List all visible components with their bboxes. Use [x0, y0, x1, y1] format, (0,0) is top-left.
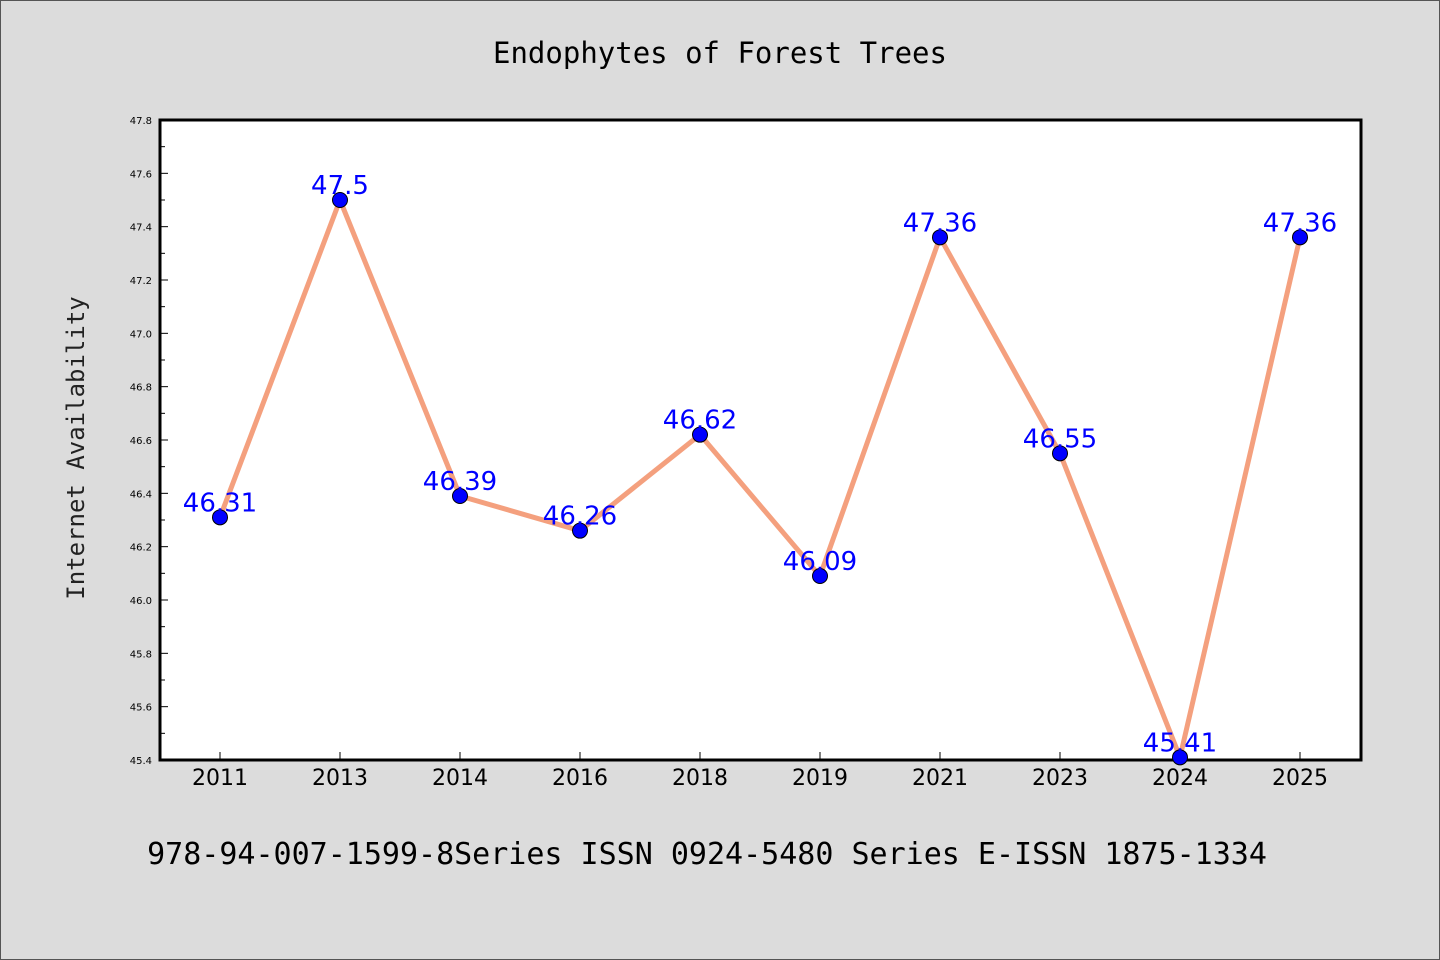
x-tick-label: 2024 — [1152, 766, 1208, 791]
x-tick-label: 2013 — [312, 766, 368, 791]
data-label: 46.09 — [783, 547, 857, 577]
data-labels: 46.31 47.5 46.39 46.26 46.62 46.09 47.36 46.55 4… — [183, 171, 1337, 758]
data-label: 46.26 — [543, 502, 617, 532]
data-label: 45.41 — [1143, 728, 1217, 758]
y-tick-label: 45.4 — [130, 756, 152, 767]
chart-title: Endophytes of Forest Trees — [493, 36, 947, 70]
data-point — [572, 522, 588, 539]
plot-area — [158, 118, 1363, 762]
x-tick-label: 2021 — [912, 766, 968, 791]
x-tick-label: 2019 — [792, 766, 848, 791]
data-point — [1052, 445, 1068, 462]
y-axis-label: Internet Availability — [62, 296, 90, 599]
series-group — [212, 192, 1308, 766]
x-tick-label: 2011 — [192, 766, 248, 791]
data-point — [212, 509, 228, 526]
y-tick-label: 47.0 — [130, 329, 152, 340]
data-point — [1172, 749, 1188, 766]
y-axis: 45.4 45.6 45.8 46.0 46.2 46.4 46.6 46.8 47.0 47.2… — [130, 116, 168, 767]
footer-text: 978-94-007-1599-8Series ISSN 0924-5480 S… — [147, 837, 1267, 872]
x-tick-label: 2016 — [552, 766, 608, 791]
data-label: 47.36 — [1263, 208, 1337, 238]
data-point — [452, 488, 468, 504]
data-point — [692, 426, 708, 443]
data-point — [812, 568, 828, 584]
x-tick-label: 2014 — [432, 766, 488, 791]
y-tick-label: 47.8 — [130, 116, 152, 127]
data-label: 46.31 — [183, 488, 257, 518]
data-label: 47.36 — [903, 208, 977, 238]
data-label: 46.62 — [663, 406, 737, 436]
data-label: 47.5 — [311, 171, 369, 201]
y-tick-label: 47.4 — [130, 223, 152, 234]
y-tick-label: 46.2 — [130, 543, 152, 554]
y-tick-label: 45.8 — [130, 649, 152, 660]
data-point — [332, 192, 348, 208]
x-tick-label: 2018 — [672, 766, 728, 791]
series-line — [217, 197, 1303, 760]
y-tick-label: 46.0 — [130, 596, 152, 607]
y-tick-label: 45.6 — [130, 703, 152, 714]
y-tick-label: 46.6 — [130, 436, 152, 447]
y-tick-label: 46.4 — [130, 489, 152, 500]
y-tick-label: 47.6 — [130, 169, 152, 180]
y-tick-label: 47.2 — [130, 276, 152, 287]
y-tick-label: 46.8 — [130, 383, 152, 394]
x-tick-label: 2023 — [1032, 766, 1088, 791]
x-axis: 2011 2013 2014 2016 2018 2019 2021 2023 2024 2025 — [192, 752, 1328, 791]
data-point — [1292, 229, 1308, 246]
data-point — [932, 229, 948, 246]
data-label: 46.39 — [423, 467, 497, 497]
data-label: 46.55 — [1023, 424, 1097, 454]
x-tick-label: 2025 — [1272, 766, 1328, 791]
